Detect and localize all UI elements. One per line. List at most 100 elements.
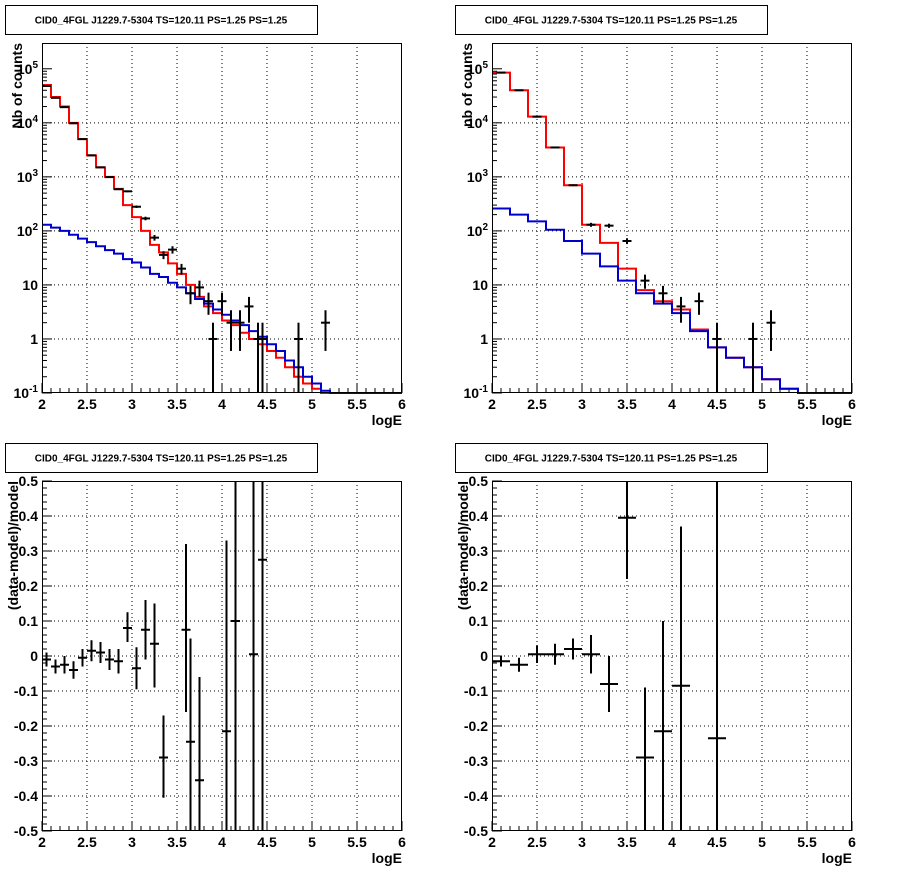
y-axis-title: (data-model)/model — [455, 481, 471, 610]
data-point — [528, 645, 546, 663]
data-point — [186, 638, 195, 831]
plot-frame — [42, 43, 402, 393]
y-tick-exp: -1 — [479, 384, 488, 395]
data-point — [672, 526, 690, 831]
data-point — [123, 190, 132, 193]
data-point — [226, 310, 236, 351]
data-point — [636, 687, 654, 831]
x-tick-label: 5 — [758, 834, 766, 850]
y-axis-title: (data-model)/model — [5, 481, 21, 610]
y-tick-exp: 3 — [482, 168, 488, 179]
data-point — [564, 638, 582, 660]
y-tick-label: -0.2 — [14, 718, 38, 734]
title-box — [455, 5, 768, 35]
data-point — [78, 138, 87, 141]
data-point — [654, 621, 672, 831]
title-box — [5, 443, 318, 473]
title-box — [5, 5, 318, 35]
data-point — [658, 285, 668, 305]
x-tick-label: 4.5 — [257, 396, 277, 412]
y-tick-exp: 5 — [482, 60, 488, 71]
data-point — [510, 657, 528, 672]
plot-frame — [492, 43, 852, 393]
panel-counts-left: CID0_4FGL J1229.7-5304 TS=120.11 PS=1.25… — [5, 5, 406, 428]
x-axis-title: logE — [822, 850, 852, 866]
y-tick-exp: 4 — [482, 114, 488, 125]
y-tick-label: 1 — [30, 331, 38, 347]
x-tick-label: 2 — [488, 834, 496, 850]
data-point — [244, 296, 254, 323]
y-tick-label: 0.2 — [19, 578, 39, 594]
y-tick-label: 10-1 — [464, 384, 489, 401]
x-tick-label: 4 — [668, 834, 676, 850]
data-point — [69, 122, 78, 125]
x-tick-label: 2.5 — [527, 834, 547, 850]
y-tick-label: 0.5 — [19, 473, 39, 489]
data-point — [141, 216, 150, 221]
data-point — [249, 481, 258, 831]
y-tick-label: 0.1 — [469, 613, 489, 629]
data-point — [492, 656, 510, 667]
data-points — [42, 85, 330, 393]
plot-area — [492, 43, 852, 393]
y-tick-exp: 5 — [32, 60, 38, 71]
x-tick-label: 6 — [848, 834, 856, 850]
data-point — [712, 322, 722, 393]
data-point — [294, 322, 303, 393]
x-tick-label: 2.5 — [527, 396, 547, 412]
y-tick-exp: 2 — [32, 222, 38, 233]
y-tick-label: -0.3 — [14, 753, 38, 769]
data-point — [640, 274, 650, 289]
y-tick-label: 0 — [480, 648, 488, 664]
y-tick-base: 10 — [467, 169, 483, 185]
x-tick-label: 2 — [488, 396, 496, 412]
y-tick-label: 103 — [17, 168, 39, 185]
data-point — [618, 481, 636, 579]
y-tick-label: 104 — [467, 114, 489, 131]
data-point — [532, 115, 542, 118]
data-point — [132, 205, 141, 209]
y-tick-label: 1 — [480, 331, 488, 347]
x-axis-title: logE — [822, 412, 852, 428]
y-tick-label: -0.3 — [464, 753, 488, 769]
y-tick-base: 10 — [17, 115, 33, 131]
data-point — [550, 146, 560, 149]
data-point — [78, 649, 87, 667]
x-tick-label: 4.5 — [707, 396, 727, 412]
x-tick-label: 3 — [578, 834, 586, 850]
data-point — [150, 234, 159, 241]
data-point — [159, 715, 168, 798]
data-point — [150, 603, 159, 688]
panel-title: CID0_4FGL J1229.7-5304 TS=120.11 PS=1.25… — [485, 16, 738, 27]
y-axis-title: nb of counts — [459, 43, 475, 127]
y-tick-label: -0.5 — [14, 823, 38, 839]
panel-resid-right: CID0_4FGL J1229.7-5304 TS=120.11 PS=1.25… — [455, 443, 856, 866]
data-point — [514, 89, 524, 92]
x-tick-label: 3 — [128, 396, 136, 412]
x-tick-label: 4 — [668, 396, 676, 412]
y-tick-exp: 4 — [32, 114, 38, 125]
y-axis-title: Nb of counts — [9, 43, 25, 129]
x-tick-label: 4 — [218, 396, 226, 412]
x-tick-label: 3 — [128, 834, 136, 850]
data-point — [96, 642, 105, 663]
data-point — [42, 652, 51, 667]
y-tick-label: -0.4 — [14, 788, 38, 804]
data-point — [195, 677, 204, 831]
data-point — [231, 481, 240, 831]
y-tick-label: 102 — [467, 222, 489, 239]
plot-frame — [492, 481, 852, 831]
y-tick-label: 0.4 — [469, 508, 489, 524]
y-tick-base: 10 — [14, 385, 30, 401]
y-tick-exp: 2 — [482, 222, 488, 233]
grid — [42, 43, 402, 393]
data-point — [123, 612, 132, 642]
data-point — [141, 600, 150, 660]
data-point — [676, 296, 686, 323]
data-point — [69, 661, 78, 679]
y-tick-base: 10 — [467, 223, 483, 239]
data-point — [568, 184, 578, 187]
data-point — [604, 223, 614, 228]
data-point — [222, 540, 231, 831]
y-tick-label: 0 — [30, 648, 38, 664]
